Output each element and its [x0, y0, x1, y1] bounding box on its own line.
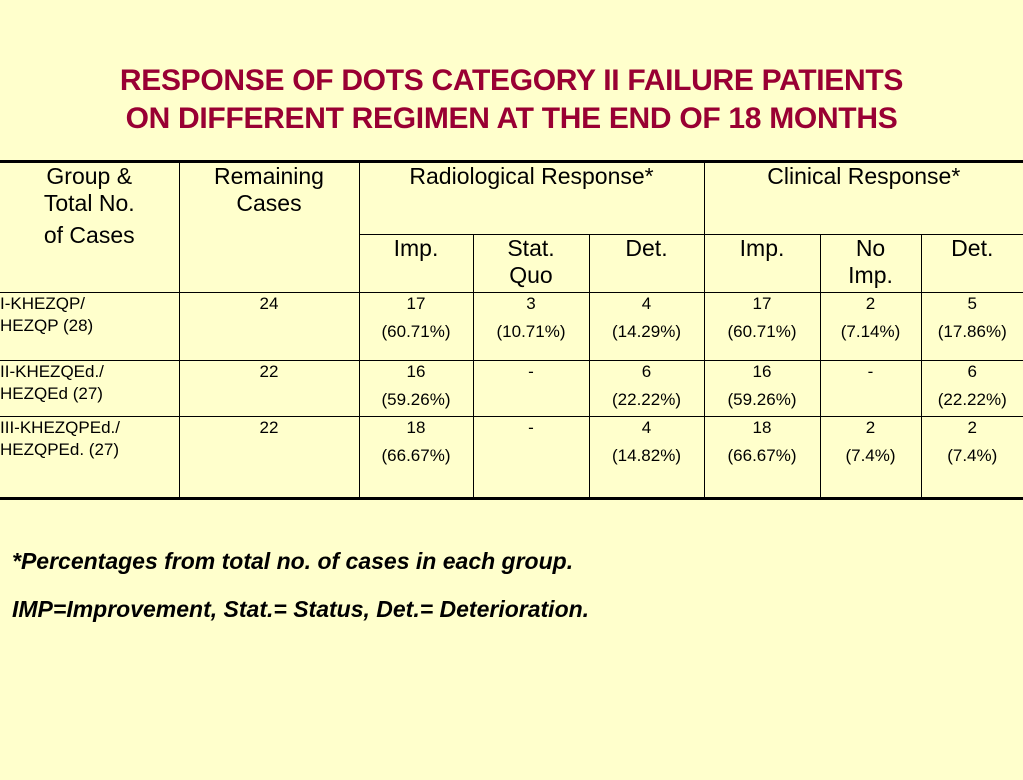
table-row: I-KHEZQP/ HEZQP (28) 24 17 (60.71%) 3 (1…: [0, 292, 1023, 361]
title-line-2: ON DIFFERENT REGIMEN AT THE END OF 18 MO…: [125, 102, 898, 135]
clinical-imp-cell: 16 (59.26%): [703, 360, 821, 417]
percentage-footnote: *Percentages from total no. of cases in …: [12, 548, 574, 574]
radiological-imp-header: Imp.: [359, 234, 474, 293]
remaining-cases-header: Remaining Cases: [178, 160, 360, 293]
group-header: Group & Total No. of Cases: [0, 160, 180, 293]
clinical-det-header: Det.: [920, 234, 1023, 293]
radiological-det-cell: 4 (14.82%): [588, 416, 705, 500]
radiological-imp-cell: 17 (60.71%): [358, 292, 474, 361]
group-cell: I-KHEZQP/ HEZQP (28): [0, 292, 180, 361]
remaining-cell: 24: [178, 292, 360, 361]
clinical-no-imp-cell: 2 (7.14%): [819, 292, 922, 361]
clinical-imp-cell: 18 (66.67%): [703, 416, 821, 500]
radiological-det-cell: 4 (14.29%): [588, 292, 705, 361]
group-cell: III-KHEZQPEd./ HEZQPEd. (27): [0, 416, 180, 500]
table-row: II-KHEZQEd./ HEZQEd (27) 22 16 (59.26%) …: [0, 360, 1023, 417]
remaining-cell: 22: [178, 416, 360, 500]
title-line-1: RESPONSE OF DOTS CATEGORY II FAILURE PAT…: [119, 64, 904, 97]
footnotes: *Percentages from total no. of cases in …: [12, 548, 589, 644]
radiological-stat-quo-cell: -: [472, 360, 590, 417]
page-title: RESPONSE OF DOTS CATEGORY II FAILURE PAT…: [0, 62, 1023, 138]
radiological-stat-quo-cell: -: [472, 416, 590, 500]
results-table: Group & Total No. of Cases Remaining Cas…: [0, 160, 1023, 500]
abbreviation-legend: IMP=Improvement, Stat.= Status, Det.= De…: [12, 596, 590, 622]
radiological-imp-cell: 18 (66.67%): [358, 416, 474, 500]
group-cell: II-KHEZQEd./ HEZQEd (27): [0, 360, 180, 417]
radiological-det-header: Det.: [588, 234, 705, 293]
radiological-response-header: Radiological Response*: [358, 160, 705, 235]
header-row-main: Group & Total No. of Cases Remaining Cas…: [0, 160, 1023, 293]
clinical-imp-cell: 17 (60.71%): [703, 292, 821, 361]
remaining-cell: 22: [178, 360, 360, 417]
clinical-imp-header: Imp.: [703, 234, 821, 293]
clinical-no-imp-cell: 2 (7.4%): [819, 416, 922, 500]
clinical-no-imp-cell: -: [819, 360, 922, 417]
table-row: III-KHEZQPEd./ HEZQPEd. (27) 22 18 (66.6…: [0, 416, 1023, 500]
header-row-sub: Imp. Stat. Quo Det. Imp. No Imp. Det.: [0, 234, 1023, 293]
clinical-det-cell: 6 (22.22%): [920, 360, 1023, 417]
radiological-imp-cell: 16 (59.26%): [358, 360, 474, 417]
radiological-stat-quo-header: Stat. Quo: [472, 234, 590, 293]
clinical-no-imp-header: No Imp.: [819, 234, 922, 293]
clinical-response-header: Clinical Response*: [703, 160, 1023, 235]
clinical-det-cell: 5 (17.86%): [920, 292, 1023, 361]
clinical-det-cell: 2 (7.4%): [920, 416, 1023, 500]
radiological-det-cell: 6 (22.22%): [588, 360, 705, 417]
radiological-stat-quo-cell: 3 (10.71%): [472, 292, 590, 361]
